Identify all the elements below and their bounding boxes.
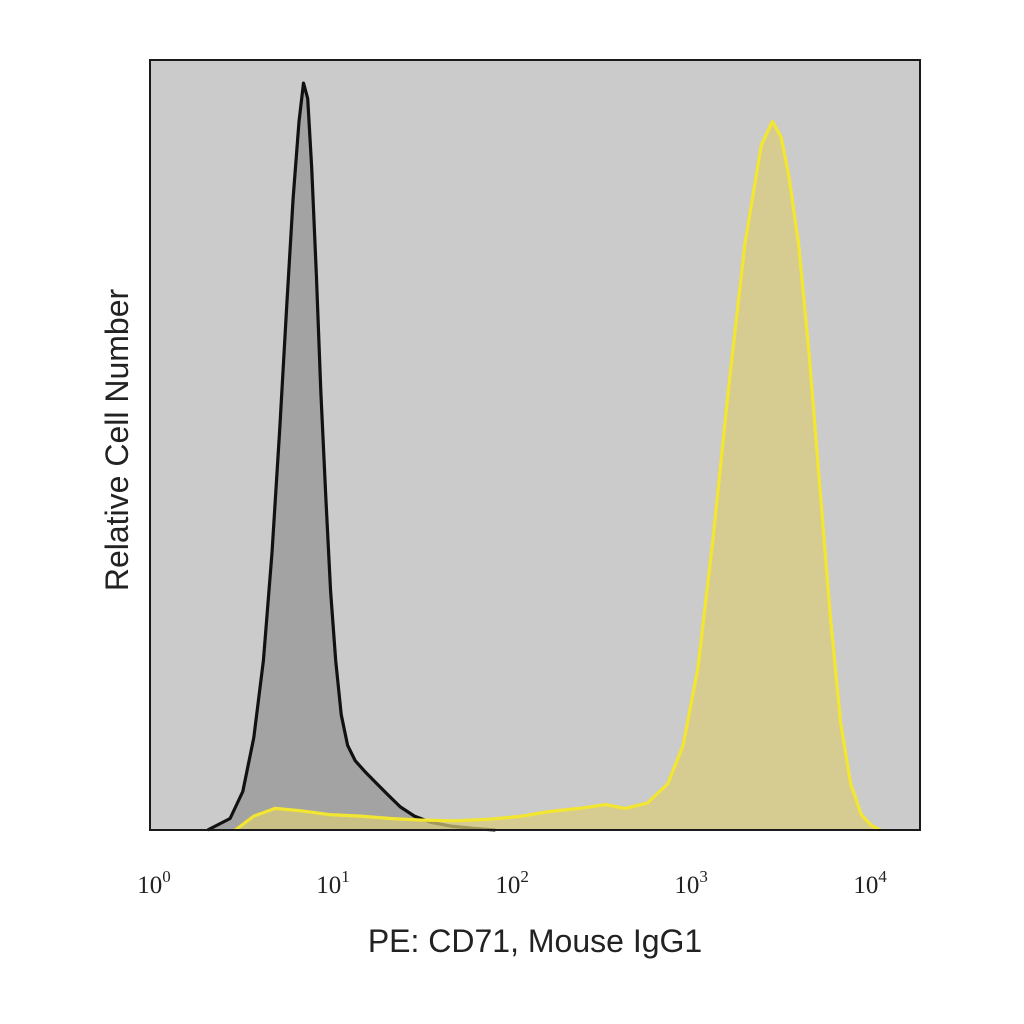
- series-layer: [206, 81, 881, 832]
- x-tick-label-3: 103: [674, 867, 708, 899]
- x-tick-label-4: 104: [853, 867, 887, 899]
- plot-frame: [149, 59, 921, 831]
- x-axis-ticks: 100 101 102 103 104: [137, 867, 887, 899]
- x-axis-label: PE: CD71, Mouse IgG1: [368, 923, 702, 959]
- y-axis-label: Relative Cell Number: [99, 288, 135, 591]
- series-2-line: [234, 119, 881, 832]
- x-tick-label-0: 100: [137, 867, 171, 899]
- series-2-area: [235, 121, 881, 831]
- series-1-line: [206, 81, 496, 832]
- series-1-area: [207, 83, 496, 831]
- x-tick-label-2: 102: [495, 867, 529, 899]
- x-tick-label-1: 101: [316, 867, 350, 899]
